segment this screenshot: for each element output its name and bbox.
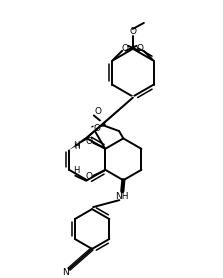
Text: NH: NH	[116, 192, 129, 201]
Text: O: O	[122, 44, 129, 53]
Text: O: O	[93, 124, 100, 133]
Text: H: H	[73, 142, 79, 150]
Text: O: O	[94, 107, 101, 116]
Text: O: O	[86, 172, 93, 181]
Text: N: N	[62, 268, 68, 277]
Text: O: O	[86, 137, 93, 147]
Text: O: O	[129, 27, 136, 36]
Text: O: O	[136, 44, 143, 53]
Text: H: H	[73, 166, 79, 175]
Text: H: H	[74, 142, 80, 151]
